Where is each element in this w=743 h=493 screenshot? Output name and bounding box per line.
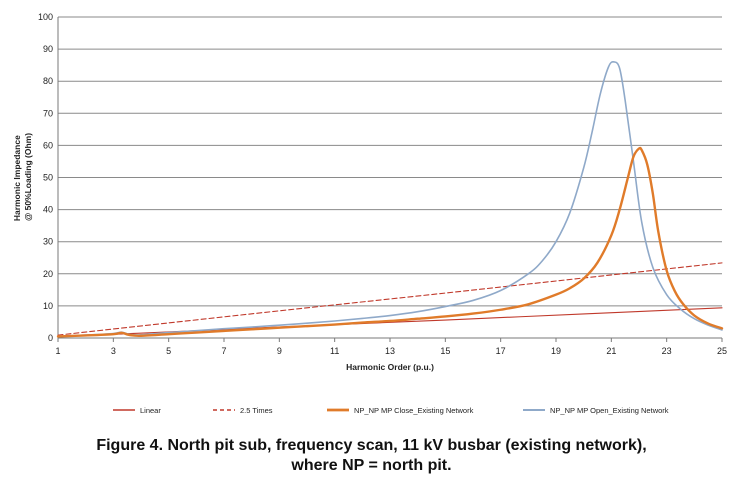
- series-lines: [56, 61, 724, 338]
- y-axis-title: Harmonic Impedance @ 50%Loading (Ohm): [12, 133, 33, 221]
- x-tick-label: 3: [111, 346, 116, 356]
- y-tick-label: 90: [43, 44, 53, 54]
- x-tick-label: 23: [662, 346, 672, 356]
- series-line-linear: [57, 307, 723, 338]
- legend-label: NP_NP MP Close_Existing Network: [354, 406, 474, 415]
- series-line-np-np-mp-open-existing-network: [57, 61, 723, 338]
- series-line-2-5-times: [57, 262, 723, 336]
- series-line-np-np-mp-close-existing-network: [56, 146, 724, 338]
- y-axis-title-line-1: Harmonic Impedance: [12, 135, 22, 221]
- y-tick-label: 0: [48, 333, 53, 343]
- caption-line-1: Figure 4. North pit sub, frequency scan,…: [96, 437, 647, 454]
- x-axis-title: Harmonic Order (p.u.): [346, 362, 434, 372]
- x-tick-label: 21: [606, 346, 616, 356]
- x-tick-label: 7: [221, 346, 226, 356]
- x-tick-label: 19: [551, 346, 561, 356]
- y-tick-label: 10: [43, 301, 53, 311]
- y-tick-label: 50: [43, 173, 53, 183]
- caption-line-2: where NP = north pit.: [291, 457, 452, 474]
- x-tick-label: 11: [330, 346, 339, 356]
- y-tick-labels: 0 10 20 30 40 50 60 70 80 90 100: [38, 12, 53, 343]
- legend-label: Linear: [140, 406, 161, 415]
- gridlines: [58, 16, 722, 339]
- legend-label: NP_NP MP Open_Existing Network: [550, 406, 669, 415]
- y-tick-label: 40: [43, 205, 53, 215]
- y-tick-label: 70: [43, 108, 53, 118]
- chart: 1 3 5 7 9 11 13 15 17 19 21 23 25 010203040506070809…: [12, 12, 727, 415]
- y-tick-label: 100: [38, 12, 53, 22]
- x-tick-label: 9: [277, 346, 282, 356]
- legend: Linear 2.5 Times NP_NP MP Close_Existing N…: [113, 406, 669, 415]
- y-tick-label: 20: [43, 269, 53, 279]
- legend-label: 2.5 Times: [240, 406, 273, 415]
- axes: [57, 17, 723, 342]
- y-axis-title-line-2: @ 50%Loading (Ohm): [23, 133, 33, 221]
- x-tick-label: 17: [496, 346, 506, 356]
- figure-caption: Figure 4. North pit sub, frequency scan,…: [0, 436, 743, 476]
- y-tick-label: 80: [43, 76, 53, 86]
- x-tick-label: 5: [166, 346, 171, 356]
- x-tick-label: 15: [440, 346, 450, 356]
- x-tick-labels: 1 3 5 7 9 11 13 15 17 19 21 23 25: [55, 346, 727, 356]
- x-tick-label: 13: [385, 346, 395, 356]
- x-tick-label: 1: [55, 346, 60, 356]
- y-tick-label: 60: [43, 140, 53, 150]
- x-tick-label: 25: [717, 346, 727, 356]
- y-tick-label: 30: [43, 237, 53, 247]
